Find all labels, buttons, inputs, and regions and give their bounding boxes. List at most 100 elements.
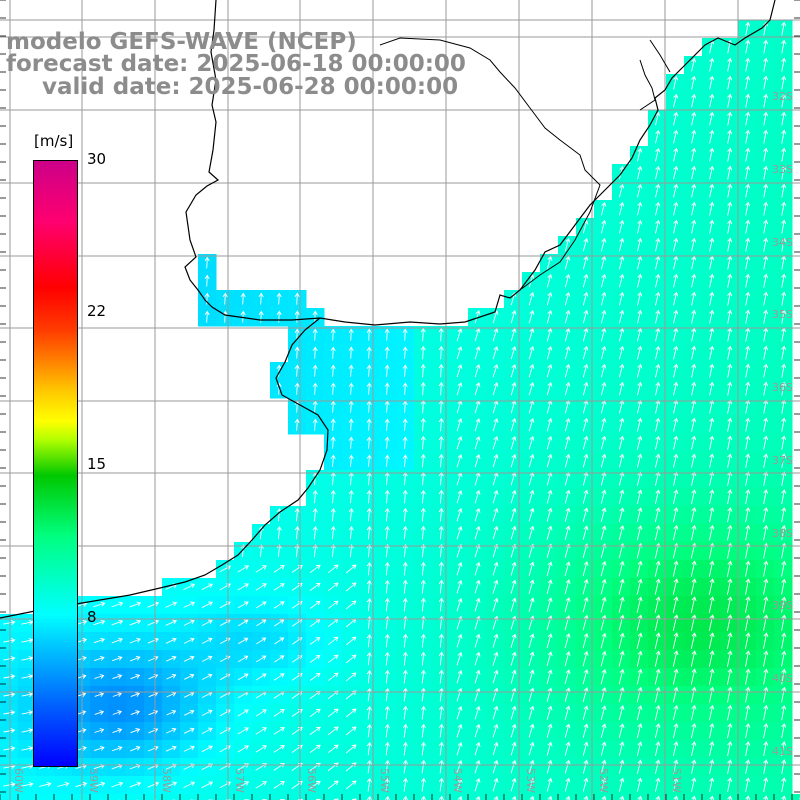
wind-arrow bbox=[93, 619, 106, 626]
wind-arrow bbox=[147, 781, 160, 788]
wind-cell bbox=[576, 794, 595, 800]
wind-arrow bbox=[781, 183, 787, 198]
latitude-label: 36S bbox=[772, 381, 793, 394]
wind-arrow bbox=[312, 364, 318, 377]
wind-arrow bbox=[384, 687, 390, 702]
latitude-label: 35S bbox=[772, 308, 793, 321]
wind-arrow bbox=[201, 709, 213, 716]
wind-arrow bbox=[547, 795, 553, 800]
wind-arrow bbox=[636, 759, 643, 774]
wind-cell bbox=[594, 794, 613, 800]
wind-arrow bbox=[745, 723, 751, 739]
wind-arrow bbox=[328, 636, 339, 646]
wind-arrow bbox=[636, 614, 643, 631]
wind-arrow bbox=[708, 668, 715, 685]
wind-arrow bbox=[112, 655, 123, 662]
wind-arrow bbox=[655, 363, 661, 378]
wind-arrow bbox=[511, 795, 517, 800]
wind-arrow bbox=[636, 741, 643, 756]
wind-arrow bbox=[366, 346, 372, 359]
wind-arrow bbox=[636, 453, 643, 468]
wind-arrow bbox=[366, 561, 372, 576]
wind-arrow bbox=[201, 781, 214, 789]
wind-arrow bbox=[528, 633, 535, 648]
wind-arrow bbox=[691, 255, 697, 270]
wind-arrows bbox=[3, 21, 800, 800]
wind-arrow bbox=[546, 579, 553, 595]
wind-arrow bbox=[492, 651, 499, 666]
wind-arrow bbox=[384, 454, 390, 467]
wind-arrow bbox=[312, 382, 318, 395]
wind-arrow bbox=[564, 435, 571, 450]
wind-arrow bbox=[255, 727, 267, 735]
wind-arrow bbox=[21, 637, 34, 643]
wind-arrow bbox=[147, 601, 160, 608]
wind-cell bbox=[648, 794, 667, 800]
wind-arrow bbox=[456, 633, 463, 648]
wind-arrow bbox=[492, 759, 499, 774]
wind-arrow bbox=[384, 705, 390, 720]
wind-arrow bbox=[691, 381, 697, 396]
wind-arrow bbox=[691, 741, 697, 757]
wind-arrow bbox=[309, 564, 321, 574]
wind-arrow bbox=[564, 507, 571, 522]
wind-arrow bbox=[384, 382, 390, 395]
wind-arrow bbox=[709, 93, 715, 108]
wind-arrow bbox=[255, 583, 267, 591]
wind-arrow bbox=[330, 328, 336, 341]
wind-arrow bbox=[654, 686, 661, 703]
wind-arrow bbox=[727, 309, 733, 324]
wind-arrow bbox=[654, 759, 661, 774]
wind-arrow bbox=[691, 201, 697, 216]
wind-arrow bbox=[273, 781, 285, 789]
wind-arrow bbox=[673, 795, 679, 800]
wind-arrow bbox=[255, 565, 267, 573]
wind-cell bbox=[630, 794, 649, 800]
wind-arrow bbox=[348, 364, 354, 377]
wind-arrow bbox=[348, 436, 354, 449]
wind-arrow bbox=[166, 655, 177, 662]
wind-arrow bbox=[582, 309, 589, 324]
wind-arrow bbox=[564, 291, 571, 306]
wind-arrow bbox=[402, 741, 408, 756]
wind-arrow bbox=[510, 525, 517, 540]
wind-arrow bbox=[582, 578, 589, 595]
wind-arrow bbox=[709, 165, 715, 180]
wind-arrow bbox=[600, 578, 607, 595]
wind-arrow bbox=[420, 417, 426, 432]
wind-arrow bbox=[366, 328, 372, 341]
wind-arrow bbox=[420, 669, 426, 684]
wind-arrow bbox=[618, 273, 625, 288]
wind-arrow bbox=[327, 672, 339, 682]
wind-arrow bbox=[727, 399, 733, 414]
wind-arrow bbox=[438, 489, 444, 504]
wind-arrow bbox=[565, 795, 571, 800]
wind-arrow bbox=[294, 543, 300, 558]
wind-arrow bbox=[420, 705, 426, 720]
wind-arrow bbox=[510, 741, 517, 756]
wind-arrow bbox=[456, 454, 463, 468]
wind-arrow bbox=[529, 795, 535, 800]
wind-arrow bbox=[57, 781, 70, 787]
wind-arrow bbox=[709, 723, 715, 739]
wind-arrow bbox=[184, 673, 195, 680]
wind-arrow bbox=[672, 560, 679, 577]
wind-arrow bbox=[600, 614, 607, 631]
wind-arrow bbox=[21, 781, 34, 787]
wind-arrow bbox=[582, 614, 589, 631]
wind-arrow bbox=[420, 489, 426, 504]
wind-arrow bbox=[709, 435, 715, 450]
longitude-label: 59W bbox=[87, 768, 100, 793]
wind-arrow bbox=[600, 723, 607, 738]
wind-arrow bbox=[618, 381, 625, 396]
wind-arrow bbox=[330, 418, 336, 431]
wind-arrow bbox=[184, 655, 195, 662]
wind-arrow bbox=[384, 489, 390, 504]
wind-arrow bbox=[618, 345, 625, 360]
wind-arrow bbox=[654, 596, 661, 613]
longitude-label: 55W bbox=[378, 768, 391, 793]
wind-arrow bbox=[691, 291, 697, 306]
wind-arrow bbox=[745, 489, 751, 505]
wind-arrow bbox=[655, 255, 661, 270]
